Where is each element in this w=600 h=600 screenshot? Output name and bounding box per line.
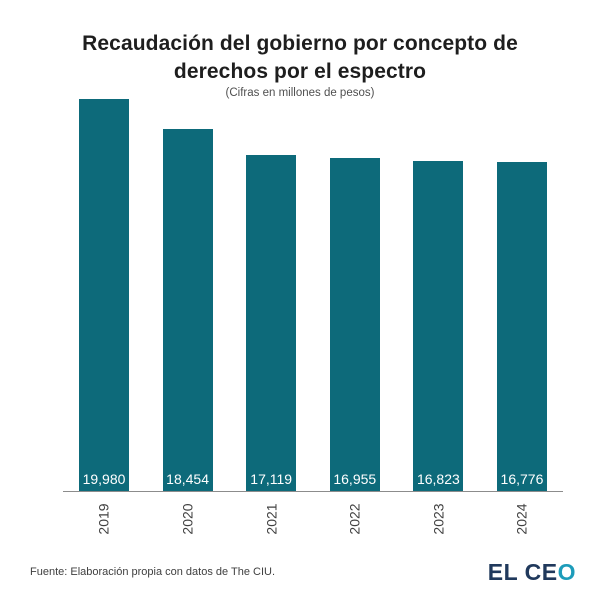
x-axis-tick-label: 2023	[430, 503, 447, 535]
chart-title-line1: Recaudación del gobierno por concepto de	[82, 32, 518, 55]
bar-value-label: 16,776	[500, 471, 544, 487]
chart-subtitle: (Cifras en millones de pesos)	[225, 87, 375, 100]
x-axis-tick-label: 2020	[179, 503, 196, 535]
x-axis-labels: 2019 2020 2021 2022 2023 2024	[63, 496, 563, 542]
x-axis-tick: 2019	[79, 496, 129, 542]
bar-value-label: 19,980	[82, 471, 126, 487]
bar: 16,955	[329, 158, 380, 491]
bar-chart: 19,980 18,454 17,119 16,955 16,823 16,776 201…	[63, 99, 563, 542]
logo-el-ce: EL CE	[487, 558, 558, 585]
x-axis-tick: 2024	[497, 496, 547, 542]
source-note: Fuente: Elaboración propia con datos de …	[30, 566, 276, 578]
bar-value-label: 16,955	[333, 471, 377, 487]
x-axis-tick-label: 2021	[263, 503, 280, 535]
plot-area: 19,980 18,454 17,119 16,955 16,823 16,776	[63, 99, 563, 492]
x-axis-tick-label: 2019	[96, 503, 112, 535]
bar: 16,823	[413, 161, 464, 491]
bar: 18,454	[162, 129, 213, 491]
x-axis-tick: 2023	[413, 496, 463, 542]
x-axis-tick-label: 2022	[346, 503, 363, 535]
bar-value-label: 17,119	[250, 471, 293, 487]
chart-title-line2: derechos por el espectro	[173, 59, 427, 83]
x-axis-tick: 2020	[163, 496, 213, 542]
el-ceo-logo: EL CEO	[488, 559, 576, 586]
bar-value-label: 18,454	[166, 471, 209, 487]
bar-value-label: 16,823	[416, 471, 460, 487]
bar: 16,776	[496, 162, 547, 491]
footer: Fuente: Elaboración propia con datos de …	[30, 558, 576, 586]
chart-title: Recaudación del gobierno por concepto de…	[0, 0, 600, 85]
x-axis-tick: 2022	[330, 496, 380, 542]
x-axis-tick: 2021	[246, 496, 296, 542]
x-axis-tick-label: 2024	[513, 503, 530, 535]
bar: 19,980	[79, 99, 129, 491]
bar: 17,119	[246, 155, 297, 491]
logo-o: O	[557, 558, 576, 585]
